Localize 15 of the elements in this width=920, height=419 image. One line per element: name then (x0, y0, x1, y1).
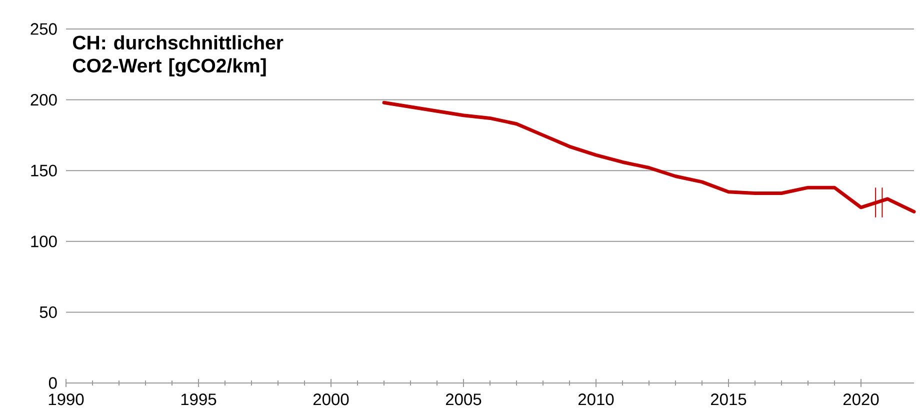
text: CH: durchschnittlicher CO2-Wert [gCO2/km] (72, 35, 284, 76)
x-tick-label: 2020 (843, 394, 879, 406)
x-tick-label: 1995 (181, 394, 216, 406)
y-tick-label: 150 (31, 164, 57, 176)
y-tick-label: 100 (31, 236, 57, 248)
x-tick-label: 2000 (313, 394, 349, 406)
y-tick-label: 50 (40, 306, 57, 318)
x-tick-label: 2010 (578, 394, 614, 406)
line-series (382, 100, 916, 214)
x-tick-label: 2015 (710, 394, 746, 406)
y-tick-label: 0 (48, 377, 57, 389)
x-tick-label: 2005 (446, 394, 482, 406)
y-tick-label: 200 (30, 94, 57, 106)
x-tick-label: 1990 (48, 394, 84, 406)
y-tick-label: 250 (30, 23, 57, 35)
